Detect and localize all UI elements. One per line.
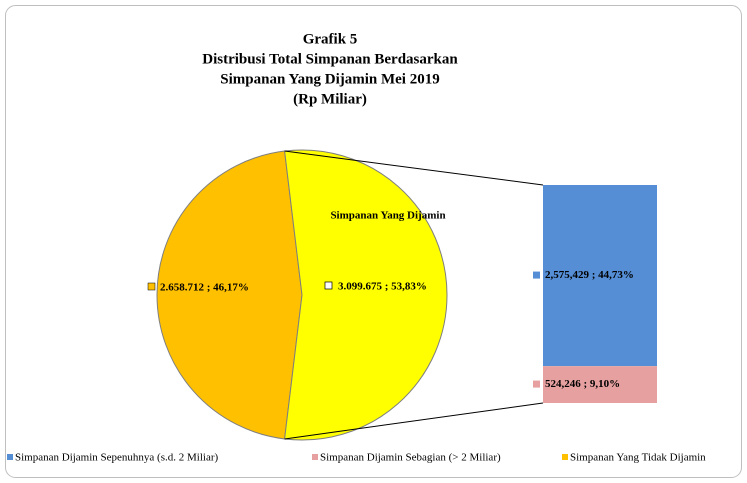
label-key: [533, 380, 540, 388]
pie-slice: [284, 149, 448, 441]
bar-segment: [543, 366, 657, 403]
label-key: [324, 281, 333, 290]
slice-name: Simpanan Yang Dijamin: [330, 210, 445, 222]
data-label: 2.658.712 ; 46,17%: [160, 282, 249, 294]
data-label: 524,246 ; 9,10%: [545, 378, 620, 390]
connector: [284, 150, 544, 186]
label-key: [533, 271, 540, 279]
legend-key: [7, 454, 13, 460]
chart-title: Distribusi Total Simpanan Berdasarkan: [202, 51, 458, 67]
legend-key: [312, 454, 318, 460]
legend-label: Simpanan Yang Tidak Dijamin: [570, 452, 706, 464]
legend-key: [562, 454, 568, 460]
legend-label: Simpanan Dijamin Sepenuhnya (s.d. 2 Mili…: [15, 452, 218, 464]
pie-slice: [156, 150, 303, 440]
data-label: 3.099.675 ; 53,83%: [338, 281, 427, 293]
label-key: [147, 282, 156, 291]
data-label: 2,575,429 ; 44,73%: [545, 269, 634, 281]
chart-title: Grafik 5: [303, 31, 358, 47]
connector: [284, 402, 544, 440]
bar-segment: [543, 185, 657, 367]
legend-label: Simpanan Dijamin Sebagian (> 2 Miliar): [320, 452, 501, 464]
chart-title: (Rp Miliar): [293, 91, 367, 107]
chart-title: Simpanan Yang Dijamin Mei 2019: [220, 71, 439, 87]
